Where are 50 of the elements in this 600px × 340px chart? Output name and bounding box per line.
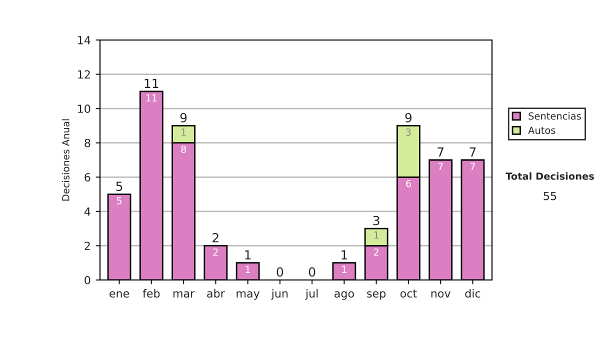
y-axis-title: Decisiones Anual <box>62 119 70 201</box>
x-tick-label: feb <box>142 289 160 298</box>
y-tick-label: 10 <box>78 104 90 113</box>
x-tick-label: jul <box>305 289 318 300</box>
x-tick-label: abr <box>207 289 225 298</box>
data-label: 3 <box>406 128 411 136</box>
x-tick-label: nov <box>431 291 450 298</box>
y-tick-label: 6 <box>84 173 90 182</box>
data-label: 1 <box>342 266 346 273</box>
total-label: 1 <box>342 250 348 260</box>
data-label: 7 <box>438 162 443 170</box>
data-label: 6 <box>406 180 411 188</box>
total-label: 7 <box>470 147 476 157</box>
data-label: 1 <box>246 266 250 273</box>
data-label: 5 <box>116 197 122 204</box>
total-label: 3 <box>373 216 380 226</box>
text: Total Decisiones <box>506 172 594 180</box>
total-label: 0 <box>276 267 284 277</box>
y-tick-label: 4 <box>84 208 90 216</box>
total-label: 1 <box>245 250 251 260</box>
data-label: 8 <box>181 146 186 153</box>
data-label: 2 <box>374 248 378 256</box>
y-tick-label: 2 <box>84 242 90 250</box>
data-label: 7 <box>470 162 475 170</box>
x-tick-label: dic <box>465 289 480 298</box>
total-label: 0 <box>308 267 316 277</box>
x-tick-label: sep <box>367 291 386 300</box>
y-tick-label: 14 <box>78 36 90 44</box>
legend-label: Autos <box>528 126 556 134</box>
x-tick-label: may <box>236 291 260 300</box>
x-tick-label: ene <box>110 291 130 298</box>
total-label: 9 <box>180 112 187 122</box>
data-label: 1 <box>182 128 186 136</box>
legend-label: Sentencias <box>528 112 581 120</box>
y-tick-label: 8 <box>84 138 90 148</box>
x-tick-label: oct <box>400 290 417 298</box>
x-tick-label: mar <box>173 291 195 298</box>
x-tick-label: ago <box>334 291 354 300</box>
data-label: 11 <box>146 94 157 102</box>
data-label: 2 <box>213 248 218 256</box>
total-label: 9 <box>405 112 412 122</box>
total-label: 5 <box>116 182 122 192</box>
text: 55 <box>544 192 556 200</box>
y-tick-label: 0 <box>84 276 90 284</box>
x-tick-label: jun <box>271 289 288 300</box>
data-label: 1 <box>374 231 379 239</box>
total-label: 11 <box>144 78 158 88</box>
total-label: 7 <box>438 147 444 157</box>
y-tick-label: 12 <box>78 70 90 79</box>
total-label: 2 <box>212 232 218 242</box>
